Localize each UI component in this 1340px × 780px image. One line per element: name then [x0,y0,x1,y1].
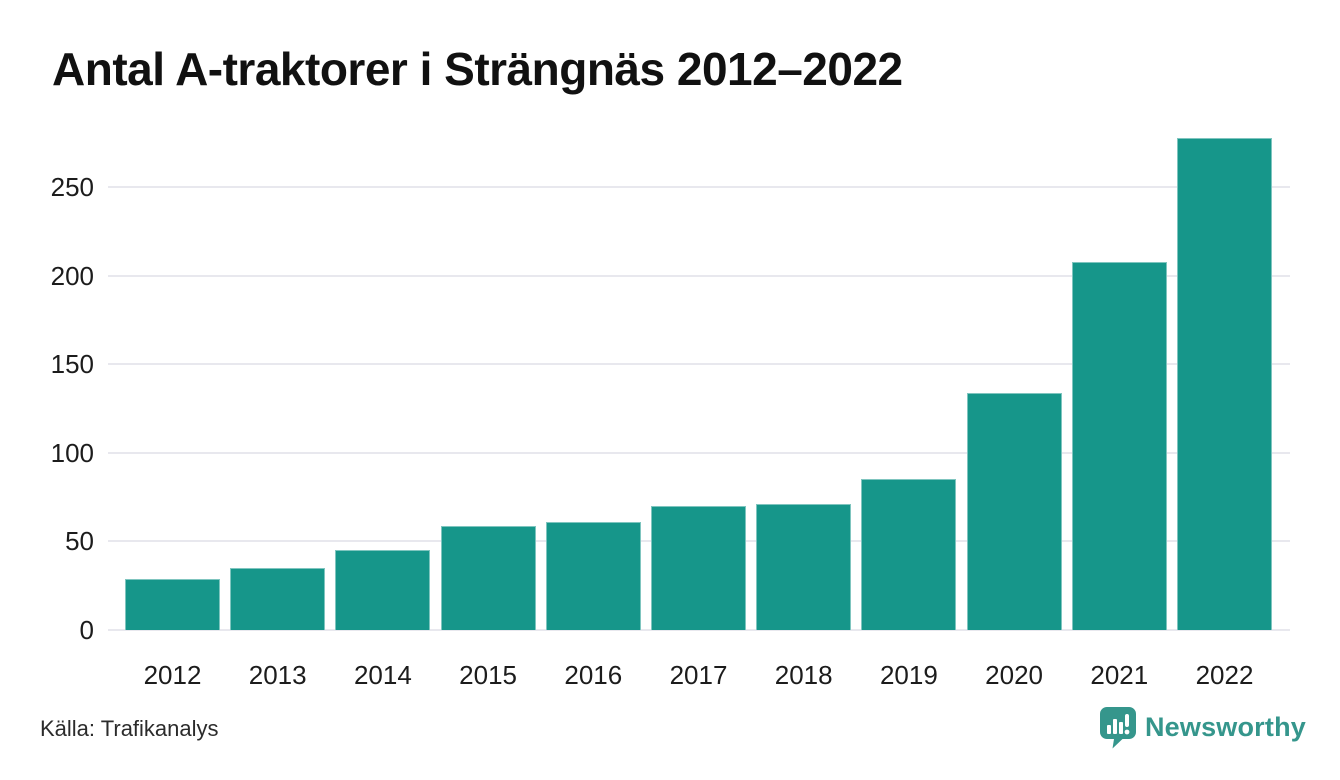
x-axis-tick-label: 2021 [1090,660,1149,690]
bar-2021 [1071,261,1167,630]
bar-2019 [861,479,957,630]
bar-2014 [335,550,431,630]
x-axis-tick-label: 2016 [564,660,623,690]
x-axis-tick-label: 2012 [143,660,202,690]
bar-2022 [1177,137,1272,630]
bar-2018 [756,504,852,630]
y-axis-tick-label: 250 [50,172,94,203]
y-axis-tick-label: 200 [50,260,94,291]
gridline-y250 [108,186,1290,189]
chart-plot-area: 0 50 100 150 200 250 2012 2013 2014 2015 2016 2017 2… [51,120,1290,690]
x-axis-tick-label: 2022 [1195,660,1254,690]
x-axis-tick-label: 2015 [459,660,518,690]
gridline-y150 [108,363,1290,366]
y-axis-tick-label: 50 [65,526,94,557]
newsworthy-logo-text: Newsworthy [1144,712,1306,742]
bar-2016 [545,521,641,630]
bar-2012 [125,578,220,630]
x-axis-tick-label: 2014 [353,660,412,690]
x-axis-tick-label: 2013 [248,660,307,690]
gridline-y0 [108,629,1290,631]
bar-2017 [651,506,746,630]
y-axis-tick-label: 150 [50,349,94,380]
bar-2020 [966,392,1062,630]
bar-2015 [440,525,536,630]
bar-chart-speech-bubble-icon [1099,707,1136,749]
x-axis-tick-label: 2020 [985,660,1044,690]
x-axis-tick-label: 2017 [669,660,728,690]
bar-2013 [230,568,326,630]
x-axis-tick-label: 2018 [774,660,833,690]
y-axis-tick-label: 100 [50,437,94,468]
chart-title: Antal A-traktorer i Strängnäs 2012–2022 [52,43,903,95]
y-axis-tick-label: 0 [79,615,94,645]
source-caption: Källa: Trafikanalys [40,716,219,741]
gridline-y100 [108,451,1290,454]
gridline-y200 [108,274,1290,277]
newsworthy-logo: Newsworthy [1098,706,1306,749]
x-axis-tick-label: 2019 [879,660,938,690]
